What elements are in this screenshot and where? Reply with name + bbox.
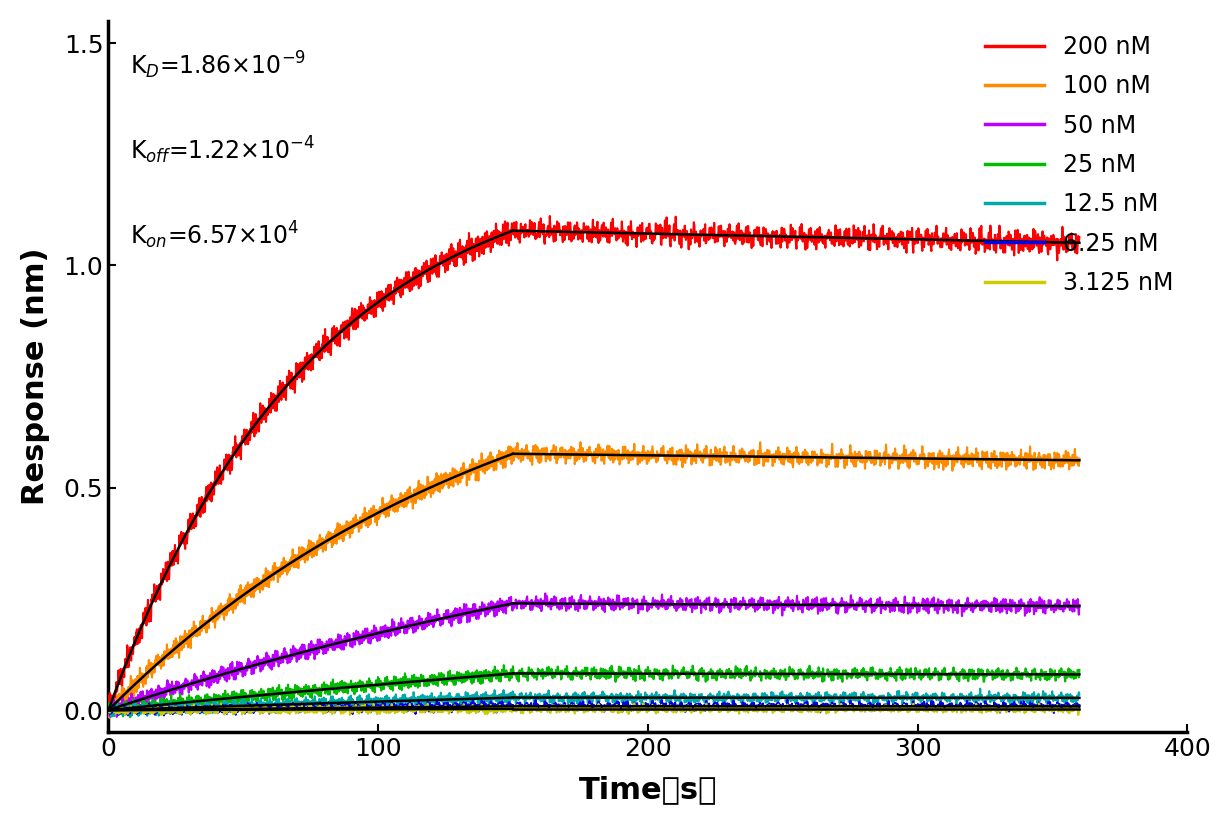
Line: 25 nM: 25 nM [513,666,1079,681]
25 nM [1072,665,1087,675]
200 nM [958,238,973,248]
6.25 nM [780,695,795,705]
12.5 nM [736,695,750,705]
25 nM [665,661,680,671]
50 nM [538,588,553,598]
50 nM [947,602,962,612]
3.125 nM [563,703,578,713]
50 nM [955,611,970,621]
100 nM [896,450,910,460]
3.125 nM [736,701,750,711]
Line: 12.5 nM: 12.5 nM [513,689,1079,706]
6.25 nM [505,701,520,711]
25 nM [609,676,623,686]
200 nM [505,227,520,237]
3.125 nM [1072,705,1087,714]
25 nM [949,667,963,677]
12.5 nM [896,700,910,710]
Line: 200 nM: 200 nM [513,216,1079,261]
12.5 nM [505,691,520,700]
50 nM [896,601,910,610]
100 nM [505,444,520,454]
200 nM [542,211,557,221]
Line: 100 nM: 100 nM [513,442,1079,471]
200 nM [947,232,962,242]
12.5 nM [947,692,962,702]
100 nM [755,453,770,463]
X-axis label: Time（s）: Time（s） [579,776,717,804]
6.25 nM [755,700,770,710]
3.125 nM [755,702,770,712]
200 nM [1050,256,1064,266]
Y-axis label: Response (nm): Response (nm) [21,248,49,506]
Text: K$_{on}$=6.57×10$^{4}$: K$_{on}$=6.57×10$^{4}$ [129,220,299,252]
12.5 nM [563,695,578,705]
3.125 nM [1071,710,1085,720]
Line: 50 nM: 50 nM [513,593,1079,616]
100 nM [573,437,588,447]
Text: K$_{off}$=1.22×10$^{-4}$: K$_{off}$=1.22×10$^{-4}$ [129,134,314,166]
100 nM [949,451,963,461]
25 nM [756,669,771,679]
25 nM [958,673,973,683]
100 nM [736,445,750,455]
3.125 nM [947,705,962,715]
3.125 nM [636,698,650,708]
12.5 nM [572,701,586,711]
25 nM [505,662,520,672]
50 nM [564,593,579,603]
12.5 nM [973,684,988,694]
100 nM [1072,454,1087,464]
3.125 nM [505,703,520,713]
100 nM [958,458,973,468]
6.25 nM [947,705,962,715]
50 nM [505,598,520,608]
6.25 nM [958,700,973,710]
6.25 nM [896,700,910,710]
50 nM [755,593,770,603]
Legend: 200 nM, 100 nM, 50 nM, 25 nM, 12.5 nM, 6.25 nM, 3.125 nM: 200 nM, 100 nM, 50 nM, 25 nM, 12.5 nM, 6… [976,26,1183,304]
Text: K$_D$=1.86×10$^{-9}$: K$_D$=1.86×10$^{-9}$ [129,50,306,81]
6.25 nM [563,702,578,712]
6.25 nM [1046,708,1061,718]
6.25 nM [734,701,749,711]
50 nM [1072,600,1087,610]
6.25 nM [1072,700,1087,710]
3.125 nM [958,702,973,712]
25 nM [563,675,578,685]
200 nM [896,228,910,238]
200 nM [1072,233,1087,243]
25 nM [736,672,750,681]
12.5 nM [1072,690,1087,700]
200 nM [564,237,579,247]
3.125 nM [896,702,910,712]
100 nM [563,449,578,459]
50 nM [736,596,750,606]
200 nM [755,230,770,240]
12.5 nM [958,696,973,706]
50 nM [958,598,973,608]
Line: 3.125 nM: 3.125 nM [513,703,1079,715]
25 nM [896,673,910,683]
12.5 nM [755,695,770,705]
200 nM [736,239,750,249]
100 nM [945,466,960,476]
Line: 6.25 nM: 6.25 nM [513,700,1079,713]
